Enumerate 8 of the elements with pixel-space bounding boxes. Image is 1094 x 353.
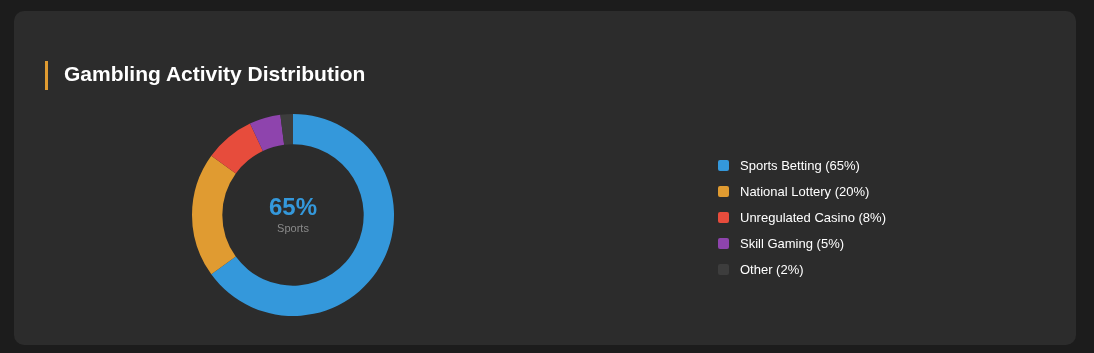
legend-label: National Lottery (20%) [740, 183, 870, 199]
legend-label: Sports Betting (65%) [740, 157, 860, 173]
chart-title: Gambling Activity Distribution [64, 62, 366, 86]
text: Sports [277, 222, 310, 235]
legend-label: Unregulated Casino (8%) [740, 209, 886, 225]
text: 65% [268, 192, 318, 220]
legend-label: Other (2%) [740, 261, 804, 277]
legend-label: Skill Gaming (5%) [740, 235, 845, 251]
